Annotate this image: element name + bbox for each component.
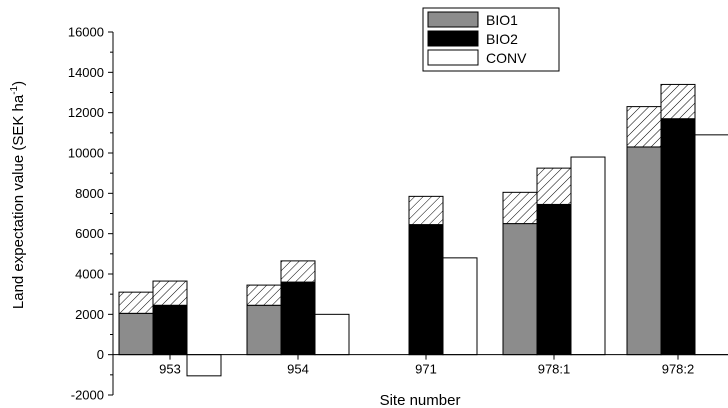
y-axis-title-main: Land expectation value (SEK ha [10,94,27,309]
y-tick-label: 10000 [68,146,104,161]
bar-bio1-953 [118,312,154,356]
bar-increment-bio1-954 [246,284,282,306]
bar-increment-bio1-953 [118,291,154,314]
bar-bio1-978-2 [626,146,662,356]
bar-bio1-978-1 [502,223,538,356]
bar-conv-954 [314,313,350,356]
y-axis-title: Land expectation value (SEK ha-1) [9,81,27,309]
legend-swatch-bio1 [427,11,479,28]
x-axis-title: Site number [380,392,461,408]
bar-bio2-971 [408,224,444,356]
bars-layer [118,83,728,377]
y-tick-label: 2000 [75,307,104,322]
y-tick-labels: -2000 0 2000 4000 6000 8000 10000 12000 14000 160… [68,25,104,403]
bar-increment-bio2-978-2 [660,83,696,120]
y-tick-label: 16000 [68,25,104,40]
bar-conv-953 [186,354,222,377]
y-tick-label: 12000 [68,105,104,120]
bar-increment-bio2-971 [408,195,444,226]
bar-increment-bio2-953 [152,280,188,306]
bar-bio1-954 [246,304,282,356]
y-tick-label: 8000 [75,186,104,201]
legend: BIO1 BIO2 CONV [422,7,560,72]
legend-swatch-bio2 [427,30,479,47]
y-axis-title-superscript: -1 [9,85,20,94]
bar-bio2-978-2 [660,118,696,356]
bar-increment-bio1-978-2 [626,106,662,148]
x-tick-label: 978:2 [662,362,695,377]
y-axis: -2000 0 2000 4000 6000 8000 10000 12000 14000 160… [9,25,114,403]
y-tick-label: 14000 [68,65,104,80]
legend-swatch-conv [427,49,479,66]
bar-conv-978-1 [570,156,606,356]
x-tick-label: 978:1 [538,362,571,377]
y-tick-label: 0 [97,347,104,362]
bar-conv-978-2 [694,134,728,356]
x-tick-labels: 953 954 971 978:1 978:2 [159,362,694,377]
y-tick-marks [108,31,113,396]
legend-label-conv: CONV [486,50,527,66]
x-tick-label: 971 [415,362,437,377]
bar-increment-bio1-978-1 [502,191,538,225]
x-tick-label: 954 [287,362,309,377]
bar-bio2-954 [280,281,316,356]
x-tick-label: 953 [159,362,181,377]
bar-increment-bio2-978-1 [536,167,572,205]
y-tick-label: 4000 [75,267,104,282]
y-tick-label: -2000 [71,388,104,403]
legend-label-bio1: BIO1 [486,12,518,28]
bar-increment-bio2-954 [280,260,316,283]
y-tick-label: 6000 [75,226,104,241]
bar-conv-971 [442,257,478,356]
legend-label-bio2: BIO2 [486,31,518,47]
x-axis: 953 954 971 978:1 978:2 Site number [113,354,728,408]
bar-bio2-953 [152,304,188,356]
x-tick-marks [169,354,679,360]
y-axis-title-close: ) [10,81,27,86]
bar-bio2-978-1 [536,203,572,356]
